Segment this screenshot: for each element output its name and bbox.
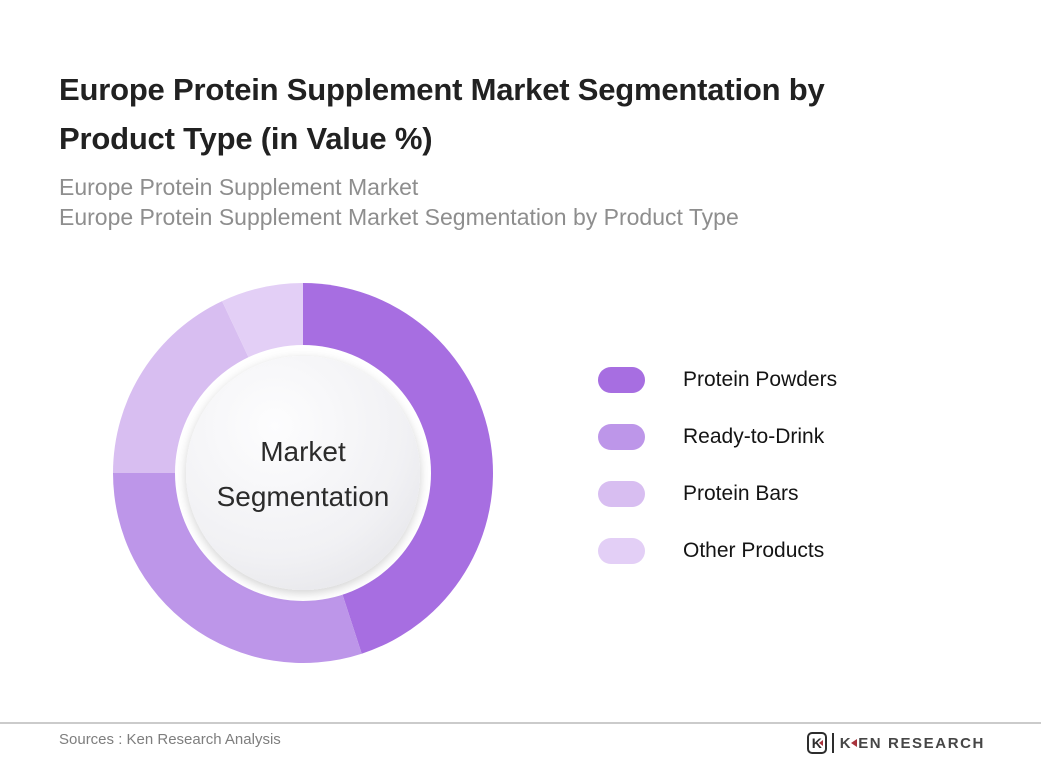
donut-chart xyxy=(113,283,493,663)
legend-item-protein-bars: Protein Bars xyxy=(598,480,837,507)
ken-research-k-icon: K xyxy=(806,732,827,754)
legend-swatch-ready-to-drink xyxy=(598,423,645,450)
legend-swatch-protein-powders xyxy=(598,366,645,393)
legend-item-protein-powders: Protein Powders xyxy=(598,366,837,393)
sources-text: Sources : Ken Research Analysis xyxy=(59,731,281,748)
logo-wordmark-red-triangle-icon xyxy=(851,739,858,747)
page-title-line-1: Europe Protein Supplement Market Segment… xyxy=(59,71,825,107)
legend-label: Protein Powders xyxy=(683,367,838,391)
donut-inner-circle xyxy=(186,356,420,590)
page-title: Europe Protein Supplement Market Segment… xyxy=(59,65,964,163)
subtitle-line-1: Europe Protein Supplement Market xyxy=(59,174,419,200)
logo-wordmark-k: K xyxy=(839,734,853,752)
legend-label: Other Products xyxy=(683,538,825,562)
legend-swatch-other-products xyxy=(598,537,645,564)
logo-red-triangle-icon xyxy=(818,740,823,746)
legend-label: Protein Bars xyxy=(683,481,799,505)
logo-wordmark: K EN RESEARCH xyxy=(840,735,985,752)
ken-research-logo: K K EN RESEARCH xyxy=(806,730,985,756)
chart-legend: Protein Powders Ready-to-Drink Protein B… xyxy=(598,366,837,594)
chart-subtitle: Europe Protein Supplement Market Europe … xyxy=(59,172,739,232)
logo-separator xyxy=(831,733,834,753)
footer-divider xyxy=(0,722,1041,724)
page-title-line-2: Product Type (in Value %) xyxy=(59,120,433,156)
legend-item-other-products: Other Products xyxy=(598,537,837,564)
legend-item-ready-to-drink: Ready-to-Drink xyxy=(598,423,837,450)
subtitle-line-2: Europe Protein Supplement Market Segment… xyxy=(59,204,739,230)
donut-chart-svg xyxy=(113,283,493,663)
logo-wordmark-rest: EN RESEARCH xyxy=(858,734,985,752)
logo-k-letter: K xyxy=(811,735,822,751)
legend-label: Ready-to-Drink xyxy=(683,424,825,448)
legend-swatch-protein-bars xyxy=(598,480,645,507)
